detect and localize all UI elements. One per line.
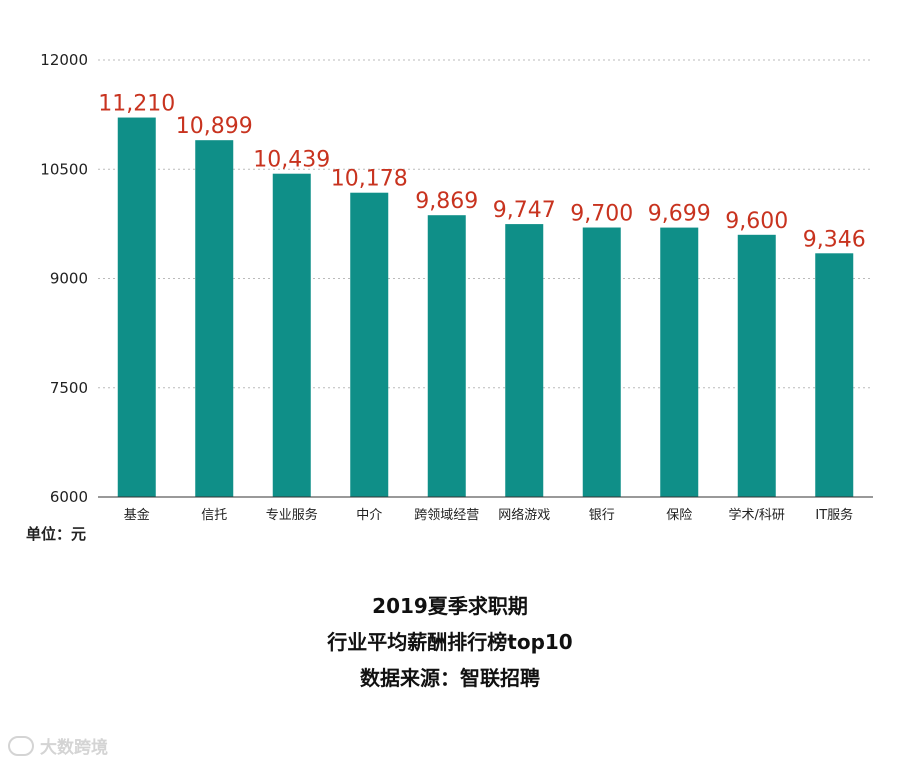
- bar: [350, 192, 389, 497]
- bar: [582, 227, 621, 497]
- data-label: 10,899: [176, 114, 253, 139]
- y-tick-label: 7500: [50, 379, 88, 397]
- data-label: 11,210: [98, 92, 175, 117]
- y-axis-unit-label: 单位：元: [26, 525, 87, 543]
- data-label: 10,178: [331, 167, 408, 192]
- bar: [737, 234, 776, 498]
- bar: [505, 224, 544, 497]
- caption-line-2: 行业平均薪酬排行榜top10: [327, 630, 573, 654]
- watermark-text: 大数跨境: [40, 738, 108, 758]
- x-tick-label: 跨领域经营: [414, 508, 479, 523]
- x-tick-label: 银行: [589, 508, 615, 523]
- bar: [427, 215, 466, 498]
- y-tick-label: 6000: [50, 488, 88, 506]
- watermark-logo-icon: [8, 735, 34, 756]
- data-label: 9,600: [725, 209, 788, 234]
- caption-line-1: 2019夏季求职期: [372, 594, 528, 618]
- x-tick-label: 中介: [356, 508, 382, 523]
- bar: [815, 253, 854, 497]
- chart-caption: 2019夏季求职期 行业平均薪酬排行榜top10 数据来源：智联招聘: [0, 588, 900, 696]
- data-label: 9,346: [803, 227, 866, 252]
- bar-chart: 6000 7500 9000 10500 12000 11,21010,89910,43…: [40, 51, 873, 523]
- bars: [117, 117, 854, 498]
- data-label: 9,699: [648, 202, 711, 227]
- x-axis: 基金 信托 专业服务 中介 跨领域经营 网络游戏 银行 保险 学术/科研 IT服务: [98, 496, 873, 523]
- x-tick-label: 专业服务: [266, 507, 318, 523]
- y-tick-label: 12000: [40, 51, 88, 69]
- y-tick-label: 9000: [50, 270, 88, 288]
- y-axis: 6000 7500 9000 10500 12000: [40, 51, 88, 506]
- x-tick-label: 信托: [201, 508, 227, 523]
- y-tick-label: 10500: [40, 160, 88, 178]
- watermark: 大数跨境: [8, 733, 108, 758]
- x-tick-label: 保险: [666, 508, 692, 523]
- bar: [660, 227, 699, 498]
- data-label: 9,869: [415, 189, 478, 214]
- bar: [272, 173, 311, 497]
- x-tick-label: IT服务: [815, 507, 853, 523]
- bar: [117, 117, 156, 497]
- data-label: 10,439: [253, 148, 330, 173]
- data-label: 9,700: [570, 202, 633, 227]
- bar: [195, 140, 234, 497]
- x-tick-label: 网络游戏: [498, 507, 550, 523]
- x-tick-label: 基金: [124, 507, 150, 523]
- data-label: 9,747: [493, 198, 556, 223]
- x-tick-label: 学术/科研: [729, 507, 785, 523]
- caption-line-3: 数据来源：智联招聘: [360, 666, 540, 690]
